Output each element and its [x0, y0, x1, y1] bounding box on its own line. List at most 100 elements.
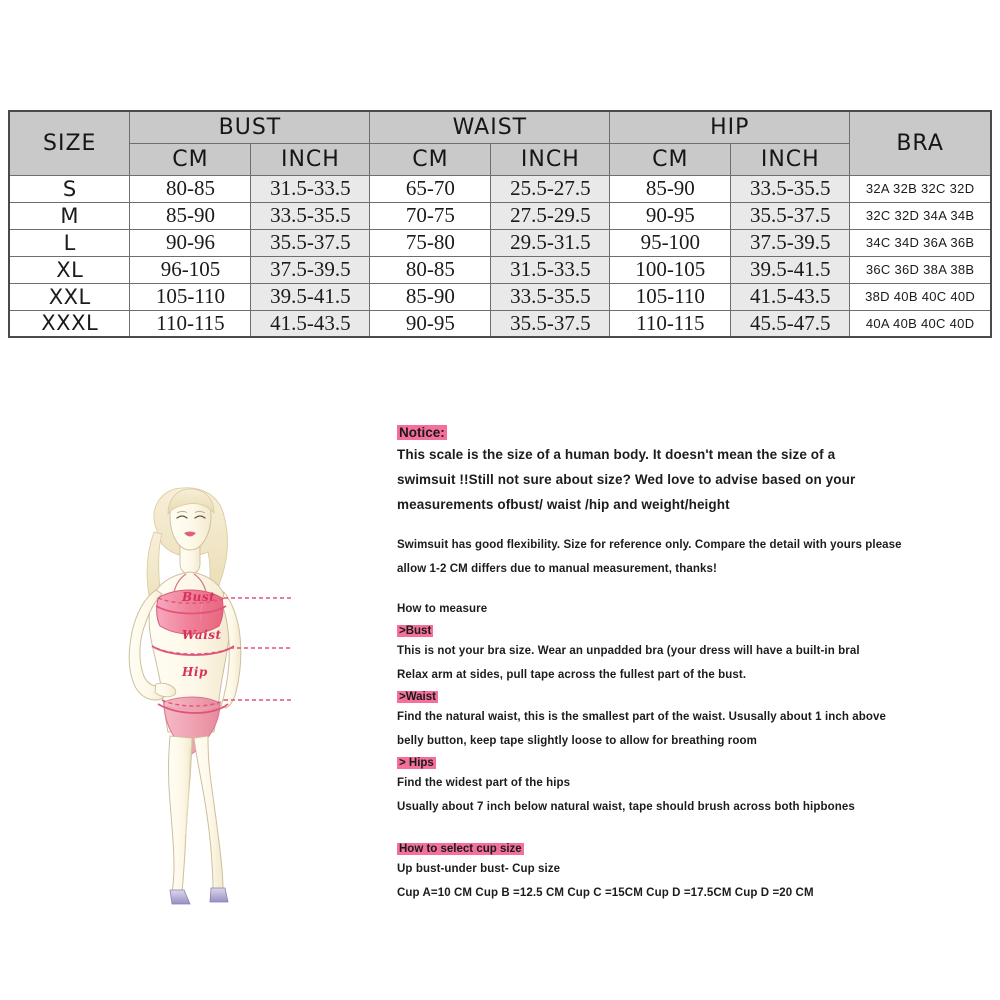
cell-hip-inch: 37.5-39.5	[730, 228, 851, 257]
cup-line-1: Up bust-under bust- Cup size	[397, 863, 561, 875]
flexibility-line-2: allow 1-2 CM differs due to manual measu…	[397, 563, 717, 575]
header-bra: BRA	[849, 110, 992, 176]
cell-size: XXL	[8, 282, 131, 311]
table-row: S 80-85 31.5-33.5 65-70 25.5-27.5 85-90 33.5-3…	[8, 174, 992, 203]
waist-line-1: Find the natural waist, this is the smal…	[397, 711, 887, 723]
header-waist-cm: CM	[369, 142, 492, 176]
header-bust-cm: CM	[129, 142, 252, 176]
cell-waist-cm: 70-75	[369, 201, 492, 230]
spacer-1	[397, 517, 997, 533]
bust-line-2: Relax arm at sides, pull tape across the…	[397, 669, 747, 681]
notice-line-3: measurements ofbust/ waist /hip and weig…	[397, 497, 730, 512]
cell-bust-cm: 85-90	[129, 201, 252, 230]
cell-bust-inch: 39.5-41.5	[250, 282, 371, 311]
cell-bust-cm: 90-96	[129, 228, 252, 257]
notice-heading-row: Notice:	[397, 424, 997, 442]
cell-hip-cm: 100-105	[609, 255, 732, 284]
cell-bra: 38D 40B 40C 40D	[849, 282, 992, 311]
table-row: XXL 105-110 39.5-41.5 85-90 33.5-35.5 105-110…	[8, 282, 992, 311]
measure-label-waist: Waist	[182, 628, 222, 642]
header-bust-group: BUST	[129, 110, 371, 144]
cell-size: S	[8, 174, 131, 203]
female-body-illustration	[78, 486, 318, 906]
size-chart-table: SIZE BUST WAIST HIP BRA CM INCH CM INCH …	[8, 110, 992, 338]
cell-bust-cm: 96-105	[129, 255, 252, 284]
cell-hip-inch: 33.5-35.5	[730, 174, 851, 203]
cell-hip-cm: 85-90	[609, 174, 732, 203]
header-row-groups: SIZE BUST WAIST HIP BRA	[8, 110, 992, 176]
cell-waist-inch: 25.5-27.5	[490, 174, 611, 203]
cup-line-2: Cup A=10 CM Cup B =12.5 CM Cup C =15CM C…	[397, 887, 814, 899]
notice-heading: Notice:	[397, 425, 447, 440]
header-bust-inch: INCH	[250, 142, 371, 176]
cell-bra: 32A 32B 32C 32D	[849, 174, 992, 203]
bust-heading-row: >Bust	[397, 621, 997, 639]
cell-size: M	[8, 201, 131, 230]
cell-hip-inch: 45.5-47.5	[730, 309, 851, 338]
measure-label-hip: Hip	[182, 665, 208, 679]
cell-size: XXXL	[8, 309, 131, 338]
cell-waist-inch: 31.5-33.5	[490, 255, 611, 284]
hips-section-heading: > Hips	[397, 757, 436, 769]
cup-section-heading: How to select cup size	[397, 843, 524, 855]
cell-waist-cm: 80-85	[369, 255, 492, 284]
header-hip-inch: INCH	[730, 142, 851, 176]
waist-section-heading: >Waist	[397, 691, 438, 703]
table-row: XXXL 110-115 41.5-43.5 90-95 35.5-37.5 110-11…	[8, 309, 992, 338]
cell-bust-cm: 80-85	[129, 174, 252, 203]
bust-line-1: This is not your bra size. Wear an unpad…	[397, 645, 860, 657]
cell-waist-inch: 33.5-35.5	[490, 282, 611, 311]
cell-waist-inch: 29.5-31.5	[490, 228, 611, 257]
hips-line-2: Usually about 7 inch below natural waist…	[397, 801, 855, 813]
cell-waist-inch: 35.5-37.5	[490, 309, 611, 338]
cell-bust-inch: 41.5-43.5	[250, 309, 371, 338]
spacer-3	[397, 819, 997, 839]
cell-hip-inch: 35.5-37.5	[730, 201, 851, 230]
cell-bust-inch: 37.5-39.5	[250, 255, 371, 284]
hips-heading-row: > Hips	[397, 753, 997, 771]
header-hip-cm: CM	[609, 142, 732, 176]
cell-hip-inch: 39.5-41.5	[730, 255, 851, 284]
bust-section-heading: >Bust	[397, 625, 434, 637]
waist-line-2: belly button, keep tape slightly loose t…	[397, 735, 757, 747]
cell-hip-cm: 110-115	[609, 309, 732, 338]
cup-heading-row: How to select cup size	[397, 839, 997, 857]
cell-bust-inch: 31.5-33.5	[250, 174, 371, 203]
how-to-measure-heading: How to measure	[397, 603, 488, 615]
cell-waist-cm: 85-90	[369, 282, 492, 311]
flexibility-line-1: Swimsuit has good flexibility. Size for …	[397, 539, 902, 551]
table-row: XL 96-105 37.5-39.5 80-85 31.5-33.5 100-105 39…	[8, 255, 992, 284]
hip-measure-arc	[161, 699, 225, 707]
cell-bra: 40A 40B 40C 40D	[849, 309, 992, 338]
cell-size: XL	[8, 255, 131, 284]
cell-bust-cm: 110-115	[129, 309, 252, 338]
cell-bra: 36C 36D 38A 38B	[849, 255, 992, 284]
waist-heading-row: >Waist	[397, 687, 997, 705]
table-row: M 85-90 33.5-35.5 70-75 27.5-29.5 90-95 35.5-3…	[8, 201, 992, 230]
cell-hip-cm: 95-100	[609, 228, 732, 257]
cell-waist-cm: 75-80	[369, 228, 492, 257]
hips-line-1: Find the widest part of the hips	[397, 777, 571, 789]
cell-size: L	[8, 228, 131, 257]
notice-line-2: swimsuit !!Still not sure about size? We…	[397, 472, 856, 487]
notice-panel: Notice: This scale is the size of a huma…	[397, 424, 997, 905]
cell-hip-cm: 105-110	[609, 282, 732, 311]
header-waist-inch: INCH	[490, 142, 611, 176]
cell-waist-cm: 65-70	[369, 174, 492, 203]
header-waist-group: WAIST	[369, 110, 611, 144]
cell-bust-cm: 105-110	[129, 282, 252, 311]
cell-bra: 32C 32D 34A 34B	[849, 201, 992, 230]
header-hip-group: HIP	[609, 110, 851, 144]
spacer-2	[397, 581, 997, 597]
cell-waist-inch: 27.5-29.5	[490, 201, 611, 230]
cell-waist-cm: 90-95	[369, 309, 492, 338]
table-body: S 80-85 31.5-33.5 65-70 25.5-27.5 85-90 33.5-3…	[8, 174, 992, 338]
cell-hip-inch: 41.5-43.5	[730, 282, 851, 311]
cell-hip-cm: 90-95	[609, 201, 732, 230]
cell-bust-inch: 33.5-35.5	[250, 201, 371, 230]
notice-line-1: This scale is the size of a human body. …	[397, 447, 836, 462]
waist-measure-arc	[155, 647, 231, 655]
table-header: SIZE BUST WAIST HIP BRA CM INCH CM INCH …	[8, 110, 992, 176]
table-row: L 90-96 35.5-37.5 75-80 29.5-31.5 95-100 37.5-…	[8, 228, 992, 257]
cell-bust-inch: 35.5-37.5	[250, 228, 371, 257]
